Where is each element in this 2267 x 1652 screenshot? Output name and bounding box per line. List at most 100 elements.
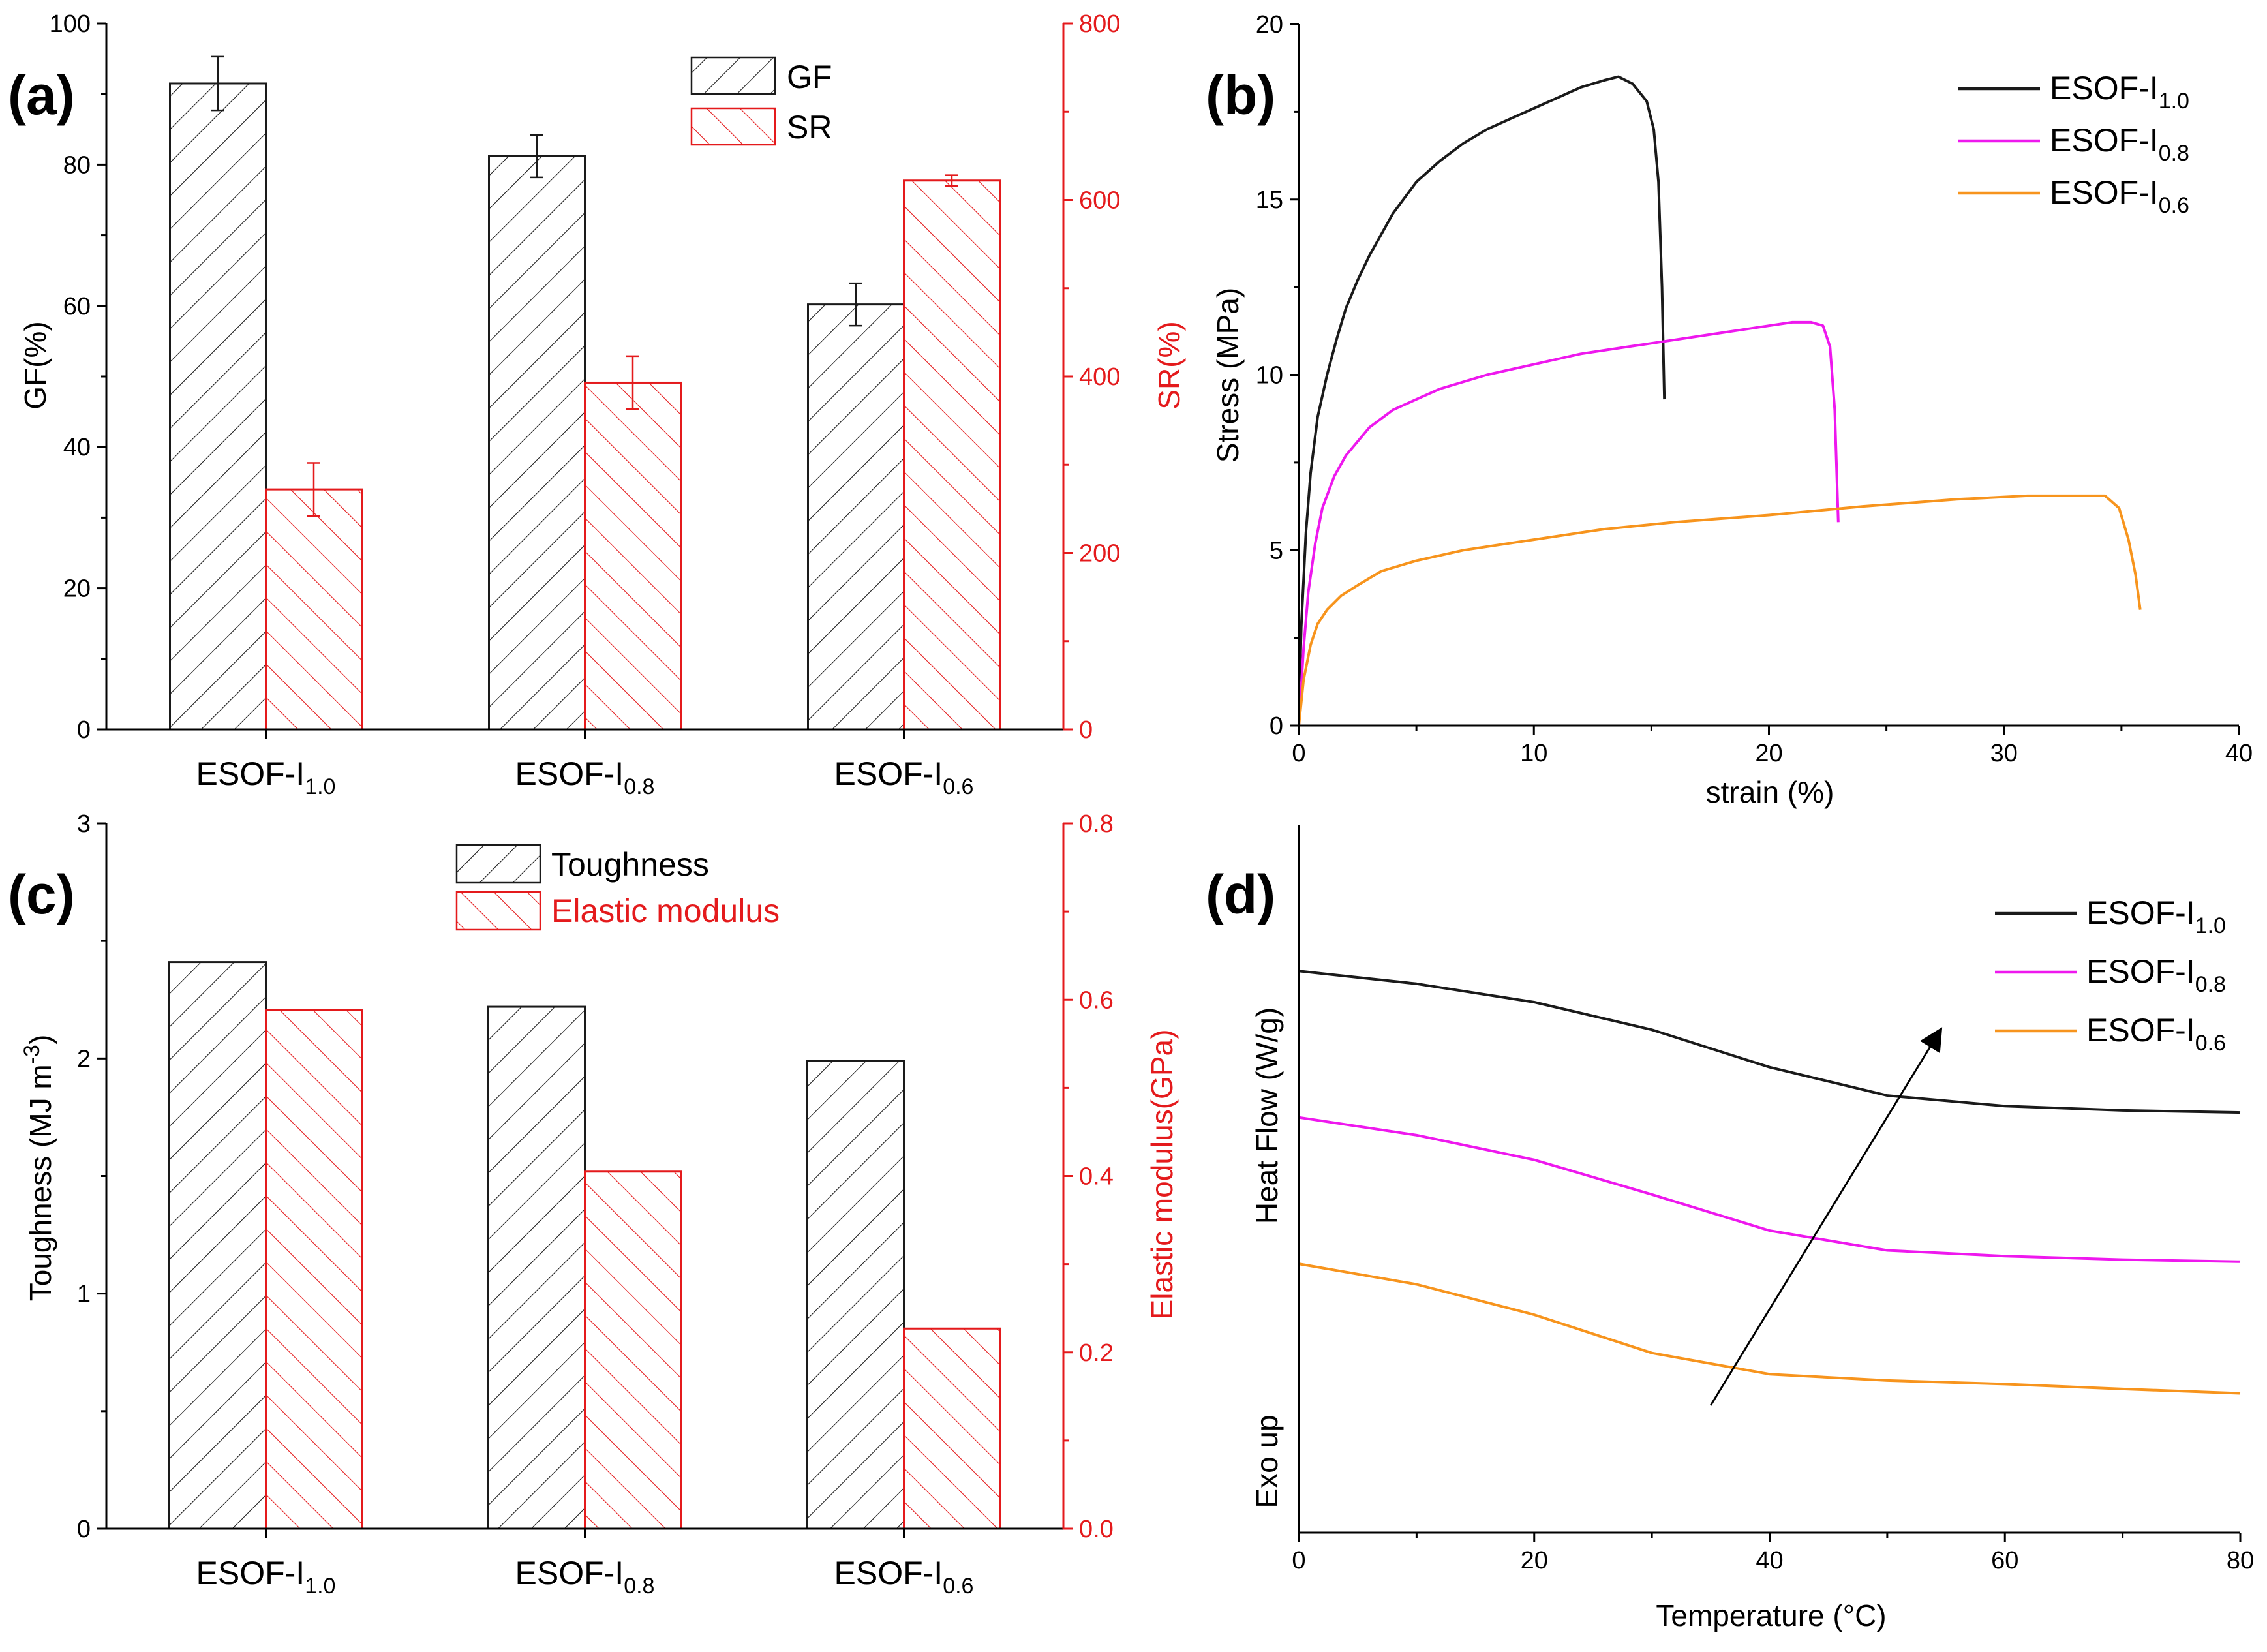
- legend-label-sub: 0.6: [2159, 193, 2189, 218]
- panel-c-right-ticks: 0.0 0.2 0.4 0.6 0.8: [1063, 810, 1114, 1543]
- panel-c-ylabel-tail: ): [23, 1035, 57, 1045]
- category-label-base: ESOF-I: [196, 1555, 305, 1591]
- legend-label-0.8: ESOF-I0.8: [2050, 122, 2189, 166]
- legend-label-0.6: ESOF-I0.6: [2050, 174, 2189, 218]
- x-tick-label: 80: [2227, 1547, 2254, 1574]
- panel-b-ylabel: Stress (MPa): [1211, 288, 1245, 463]
- panel-d-trend-arrow: [1710, 1027, 1943, 1406]
- left-tick-label: 1: [77, 1281, 91, 1308]
- panel-b-y-ticks: 0 5 10 15 20: [1256, 11, 1299, 740]
- category-label: ESOF-I1.0: [196, 1555, 336, 1598]
- left-tick-label: 100: [50, 10, 91, 38]
- category-label-base: ESOF-I: [834, 756, 943, 792]
- panel-d: (d) Heat Flow (W/g) Exo up Temperature (…: [1206, 825, 2254, 1632]
- x-tick-label: 10: [1520, 740, 1547, 767]
- y-tick-label: 15: [1256, 187, 1283, 214]
- series-line-0.6: [1298, 1262, 2241, 1395]
- x-tick-label: 40: [2225, 740, 2253, 767]
- category-label-base: ESOF-I: [834, 1555, 943, 1591]
- right-tick-label: 800: [1079, 10, 1120, 38]
- bar-gf: [807, 303, 905, 731]
- x-tick-label: 20: [1755, 740, 1782, 767]
- bar-sr: [584, 381, 682, 731]
- legend-label-0.8: ESOF-I0.8: [2086, 953, 2226, 997]
- panel-d-exo-up-annotation: Exo up: [1250, 1415, 1284, 1508]
- panel-c-ylabel-main: Toughness (MJ m: [23, 1064, 57, 1301]
- bar-sr: [903, 179, 1001, 731]
- left-tick-label: 80: [63, 151, 91, 179]
- left-tick-label: 2: [77, 1045, 91, 1073]
- right-tick-label: 0.2: [1079, 1339, 1114, 1367]
- panel-a-ylabel-right: SR(%): [1152, 321, 1186, 409]
- panel-a-ylabel-left: GF(%): [18, 321, 52, 409]
- category-label-base: ESOF-I: [196, 756, 305, 792]
- legend-label-base: ESOF-I: [2086, 953, 2195, 990]
- legend-swatch-elastic-modulus: [455, 891, 541, 931]
- x-tick-label: 40: [1756, 1547, 1783, 1574]
- legend-label-sub: 0.6: [2195, 1031, 2226, 1056]
- bar-toughness: [168, 961, 267, 1530]
- category-label: ESOF-I1.0: [196, 756, 336, 799]
- panel-d-x-ticks: 0 20 40 60 80: [1292, 1533, 2254, 1574]
- panel-d-legend: ESOF-I1.0 ESOF-I0.8 ESOF-I0.6: [1995, 895, 2226, 1056]
- panel-a: (a) GF(%) SR(%) 0 20 40 60 80 100 0 200 400 600 8…: [8, 10, 1186, 799]
- panel-d-label: (d): [1206, 864, 1275, 925]
- right-tick-label: 600: [1079, 187, 1120, 215]
- right-tick-label: 0.8: [1079, 810, 1114, 838]
- legend-label-sub: 1.0: [2195, 913, 2226, 938]
- series-line-1.0: [1298, 75, 1666, 726]
- panel-c-ylabel-right: Elastic modulus(GPa): [1145, 1030, 1179, 1320]
- right-tick-label: 0: [1079, 716, 1093, 744]
- legend-label-0.6: ESOF-I0.6: [2086, 1012, 2226, 1056]
- y-tick-label: 5: [1270, 537, 1283, 564]
- x-tick-label: 20: [1521, 1547, 1548, 1574]
- panel-d-ylabel: Heat Flow (W/g): [1250, 1007, 1284, 1224]
- panel-a-ylabel-right-text: SR(%): [1152, 321, 1186, 409]
- panel-d-xlabel: Temperature (°C): [1656, 1598, 1886, 1632]
- panel-c-ylabel-left: Toughness (MJ m-3): [20, 1035, 57, 1302]
- legend-label-toughness: Toughness: [551, 846, 709, 883]
- panel-b-lines: [1298, 75, 2142, 726]
- bar-gf: [169, 82, 267, 731]
- panel-b-x-ticks: 0 10 20 30 40: [1292, 726, 2253, 767]
- category-label-sub: 0.6: [943, 1574, 973, 1598]
- y-tick-label: 20: [1256, 11, 1283, 38]
- panel-a-legend: GF SR: [690, 56, 832, 146]
- bar-sr: [265, 488, 363, 731]
- left-tick-label: 0: [77, 1516, 91, 1543]
- panel-c-bars: [168, 961, 1001, 1530]
- left-tick-label: 3: [77, 810, 91, 838]
- panel-b-xlabel: strain (%): [1706, 775, 1834, 809]
- category-label: ESOF-I0.6: [834, 756, 974, 799]
- left-tick-label: 0: [77, 716, 91, 744]
- legend-label-base: ESOF-I: [2050, 70, 2159, 106]
- panel-c-label: (c): [8, 864, 75, 925]
- panel-b-label: (b): [1206, 65, 1275, 126]
- bar-gf: [488, 155, 586, 731]
- series-line-0.8: [1298, 1116, 2241, 1263]
- panel-a-label: (a): [8, 65, 75, 126]
- legend-label-base: ESOF-I: [2050, 122, 2159, 159]
- x-tick-label: 30: [1990, 740, 2018, 767]
- series-line-0.8: [1298, 320, 1840, 726]
- right-tick-label: 0.0: [1079, 1516, 1114, 1543]
- bar-elastic-modulus: [903, 1327, 1001, 1530]
- category-label-sub: 1.0: [305, 1574, 335, 1598]
- category-label-base: ESOF-I: [515, 756, 624, 792]
- bar-toughness: [487, 1005, 586, 1530]
- right-tick-label: 0.4: [1079, 1163, 1114, 1191]
- series-line-1.0: [1298, 970, 2241, 1114]
- category-label: ESOF-I0.8: [515, 1555, 655, 1598]
- right-tick-label: 0.6: [1079, 987, 1114, 1014]
- panel-a-left-ticks: 0 20 40 60 80 100: [50, 10, 106, 744]
- legend-label-sub: 1.0: [2159, 89, 2189, 114]
- legend-label-elastic-modulus: Elastic modulus: [551, 893, 780, 929]
- panel-c: (c) Toughness (MJ m-3) Elastic modulus(G…: [8, 810, 1179, 1598]
- y-tick-label: 10: [1256, 362, 1283, 390]
- panel-d-lines: [1298, 970, 2241, 1395]
- series-line-0.6: [1298, 494, 2142, 726]
- category-label-sub: 0.8: [624, 1574, 654, 1598]
- panel-a-ylabel-left-text: GF(%): [18, 321, 52, 409]
- legend-label-1.0: ESOF-I1.0: [2050, 70, 2189, 114]
